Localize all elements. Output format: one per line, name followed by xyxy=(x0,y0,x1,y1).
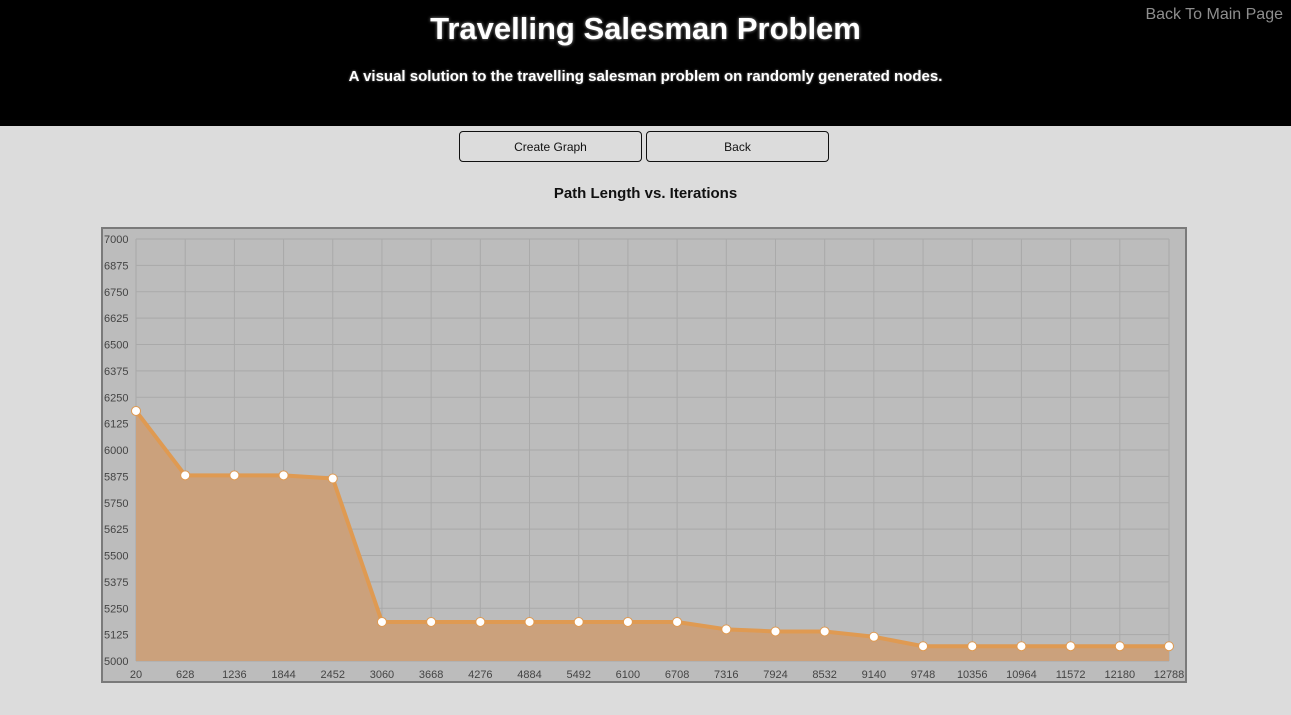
path-length-chart: 5000 5125 5250 5375 5500 5625 5750 5875 6000 6125… xyxy=(104,234,1185,681)
data-point xyxy=(622,616,633,627)
data-point xyxy=(180,470,191,481)
data-point xyxy=(1164,641,1174,652)
series-line xyxy=(134,409,1169,649)
back-button[interactable]: Back xyxy=(646,131,829,162)
x-tick-label: 9748 xyxy=(911,669,935,681)
y-tick-label: 5750 xyxy=(104,498,128,510)
data-point xyxy=(376,616,387,627)
data-point xyxy=(721,624,732,635)
y-tick-label: 6250 xyxy=(104,392,128,404)
x-tick-label: 5492 xyxy=(566,669,590,681)
y-tick-label: 6750 xyxy=(104,287,128,299)
page-title: Travelling Salesman Problem xyxy=(430,11,861,46)
data-point xyxy=(1114,641,1125,652)
data-point xyxy=(426,616,437,627)
x-tick-label: 7316 xyxy=(714,669,738,681)
y-tick-label: 6375 xyxy=(104,366,128,378)
x-tick-label: 3060 xyxy=(370,669,394,681)
y-tick-label: 5125 xyxy=(104,630,128,642)
x-tick-label: 6100 xyxy=(616,669,640,681)
chart-title: Path Length vs. Iterations xyxy=(553,185,738,202)
y-tick-label: 6000 xyxy=(104,445,128,457)
data-point xyxy=(229,470,240,481)
x-tick-label: 6708 xyxy=(665,669,689,681)
series-area xyxy=(136,410,1169,661)
data-point xyxy=(967,641,978,652)
x-tick-label: 10964 xyxy=(1006,669,1037,681)
header-bar: Travelling Salesman Problem A visual sol… xyxy=(0,0,1291,126)
data-point xyxy=(573,616,584,627)
x-tick-label: 1236 xyxy=(222,669,246,681)
data-point xyxy=(131,405,141,416)
x-tick-label: 9140 xyxy=(862,669,886,681)
x-tick-label: 628 xyxy=(176,669,194,681)
y-tick-label: 6125 xyxy=(104,419,128,431)
data-point xyxy=(672,616,683,627)
y-tick-label: 6500 xyxy=(104,340,128,352)
x-tick-label: 12180 xyxy=(1105,669,1136,681)
y-tick-label: 6625 xyxy=(104,313,128,325)
x-tick-label: 2452 xyxy=(321,669,345,681)
data-point xyxy=(770,626,781,637)
y-tick-label: 5875 xyxy=(104,471,128,483)
y-tick-label: 6875 xyxy=(104,260,128,272)
y-tick-label: 5250 xyxy=(104,603,128,615)
data-point xyxy=(1016,641,1027,652)
data-point xyxy=(918,641,929,652)
x-tick-label: 11572 xyxy=(1056,669,1086,681)
data-point xyxy=(278,470,289,481)
y-tick-label: 5625 xyxy=(104,524,128,536)
data-point xyxy=(1065,641,1076,652)
x-tick-label: 8532 xyxy=(812,669,836,681)
x-tick-label: 10356 xyxy=(957,669,988,681)
x-tick-label: 3668 xyxy=(419,669,443,681)
data-point xyxy=(819,626,830,637)
chart-container: 5000 5125 5250 5375 5500 5625 5750 5875 6000 6125… xyxy=(101,227,1187,683)
data-point xyxy=(327,473,338,484)
create-graph-button[interactable]: Create Graph xyxy=(459,131,642,162)
x-tick-label: 4884 xyxy=(517,669,541,681)
y-tick-label: 5000 xyxy=(104,656,128,668)
x-tick-label: 7924 xyxy=(763,669,787,681)
x-tick-label: 1844 xyxy=(271,669,295,681)
data-point xyxy=(524,616,535,627)
y-tick-label: 5500 xyxy=(104,551,128,563)
data-point xyxy=(475,616,486,627)
y-tick-label: 5375 xyxy=(104,577,128,589)
x-tick-label: 12788 xyxy=(1154,669,1185,681)
y-tick-label: 7000 xyxy=(104,234,128,246)
back-to-main-link[interactable]: Back To Main Page xyxy=(1145,6,1283,23)
page-subtitle: A visual solution to the travelling sale… xyxy=(348,68,943,85)
x-tick-label: 4276 xyxy=(468,669,492,681)
x-tick-label: 20 xyxy=(130,669,142,681)
data-point xyxy=(868,631,879,642)
